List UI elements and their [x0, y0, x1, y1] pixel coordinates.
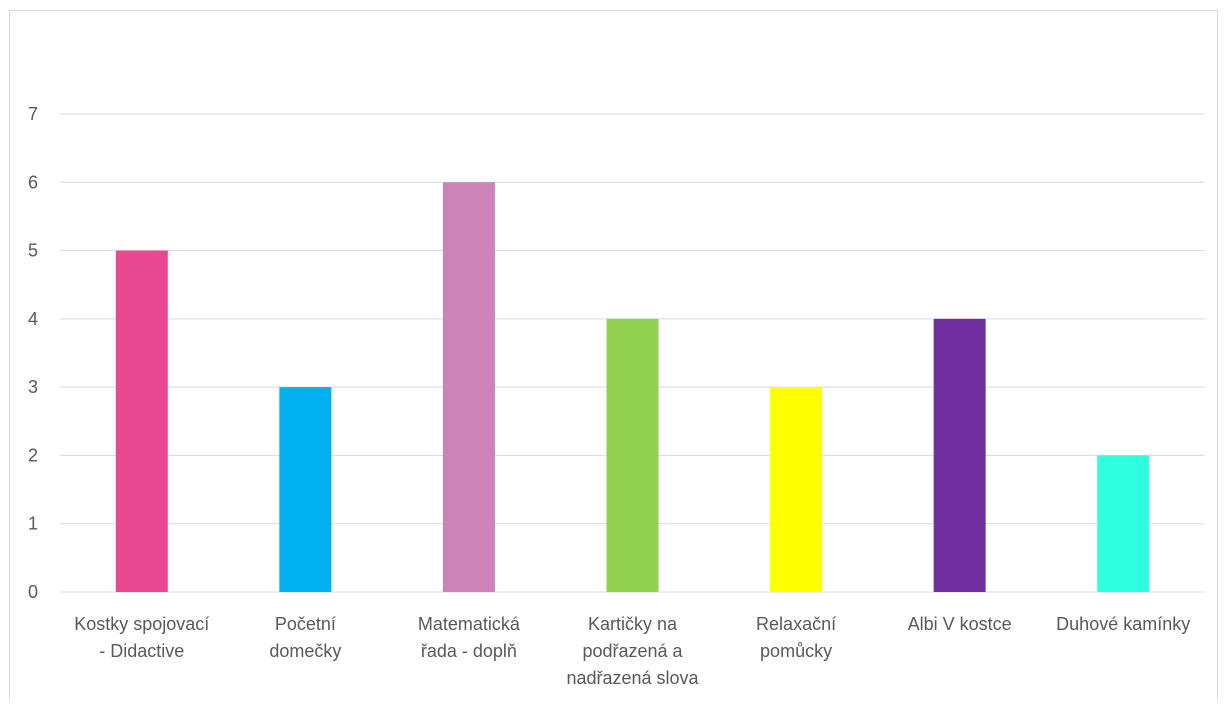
bar-6: [933, 318, 986, 592]
bar-3: [442, 182, 495, 593]
bar-5: [770, 387, 823, 592]
bar-1: [115, 250, 168, 593]
y-tick-label: 4: [28, 309, 38, 329]
x-category-label: Duhové kamínky: [1056, 614, 1190, 634]
x-category-label: Matematická řada - doplň: [418, 614, 521, 661]
x-axis-categories: Kostky spojovací - Didactive Početní domečk…: [74, 614, 1190, 688]
x-category-label: Kostky spojovací - Didactive: [74, 614, 209, 661]
y-tick-label: 0: [28, 582, 38, 602]
x-category-label: Početní domečky: [269, 614, 341, 661]
x-category-label: Relaxační pomůcky: [756, 614, 836, 661]
y-axis-ticks: 0 1 2 3 4 5 6 7: [28, 104, 38, 602]
y-tick-label: 2: [28, 445, 38, 465]
y-tick-label: 1: [28, 514, 38, 534]
y-tick-label: 6: [28, 172, 38, 192]
bar-7: [1097, 455, 1150, 592]
x-category-label: Kartičky na podřazená a nadřazená slova: [566, 614, 699, 688]
bar-2: [279, 387, 332, 592]
y-tick-label: 5: [28, 241, 38, 261]
bars: [115, 182, 1150, 593]
x-category-label: Albi V kostce: [908, 614, 1012, 634]
bar-4: [606, 318, 659, 592]
chart-frame: [9, 10, 1218, 700]
y-tick-label: 7: [28, 104, 38, 124]
y-tick-label: 3: [28, 377, 38, 397]
